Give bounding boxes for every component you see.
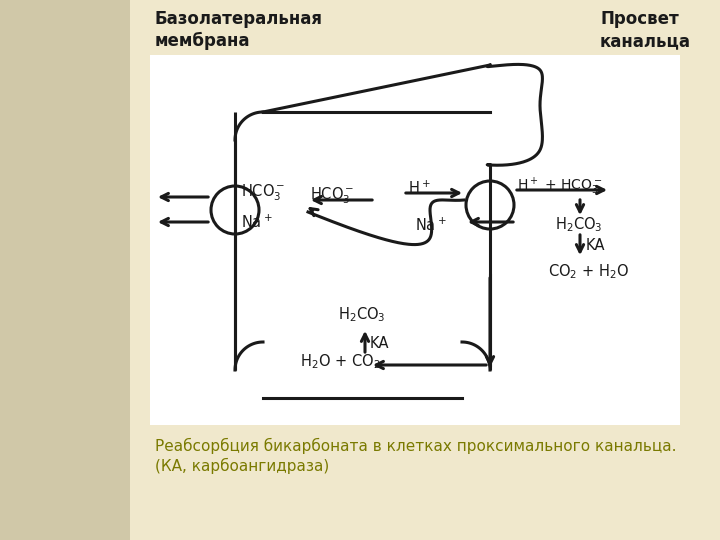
Text: H$_2$CO$_3$: H$_2$CO$_3$: [338, 306, 386, 325]
Text: Na$^+$: Na$^+$: [415, 217, 446, 234]
Text: KА: KА: [370, 335, 390, 350]
Text: Реабсорбция бикарбоната в клетках проксимального канальца.: Реабсорбция бикарбоната в клетках прокси…: [155, 438, 677, 454]
Text: CO$_2$ + H$_2$O: CO$_2$ + H$_2$O: [548, 262, 629, 281]
Text: H$_2$CO$_3$: H$_2$CO$_3$: [555, 215, 603, 234]
Text: Просвет
канальца: Просвет канальца: [600, 10, 691, 50]
Bar: [130, 0, 720, 540]
Text: KА: KА: [586, 238, 606, 253]
Text: (КА, карбоангидраза): (КА, карбоангидраза): [155, 458, 329, 474]
Text: Базолатеральная
мембрана: Базолатеральная мембрана: [155, 10, 323, 50]
Bar: [0, 0, 130, 540]
Text: H$^+$ + HCO$_3^-$: H$^+$ + HCO$_3^-$: [517, 176, 603, 197]
Text: H$_2$O + CO$_2$: H$_2$O + CO$_2$: [300, 353, 380, 372]
Text: HCO$_3^-$: HCO$_3^-$: [310, 186, 354, 206]
Bar: [150, 55, 680, 425]
Text: HCO$_3^-$: HCO$_3^-$: [241, 183, 285, 203]
Text: Na$^+$: Na$^+$: [241, 213, 273, 231]
Text: H$^+$: H$^+$: [408, 179, 431, 197]
